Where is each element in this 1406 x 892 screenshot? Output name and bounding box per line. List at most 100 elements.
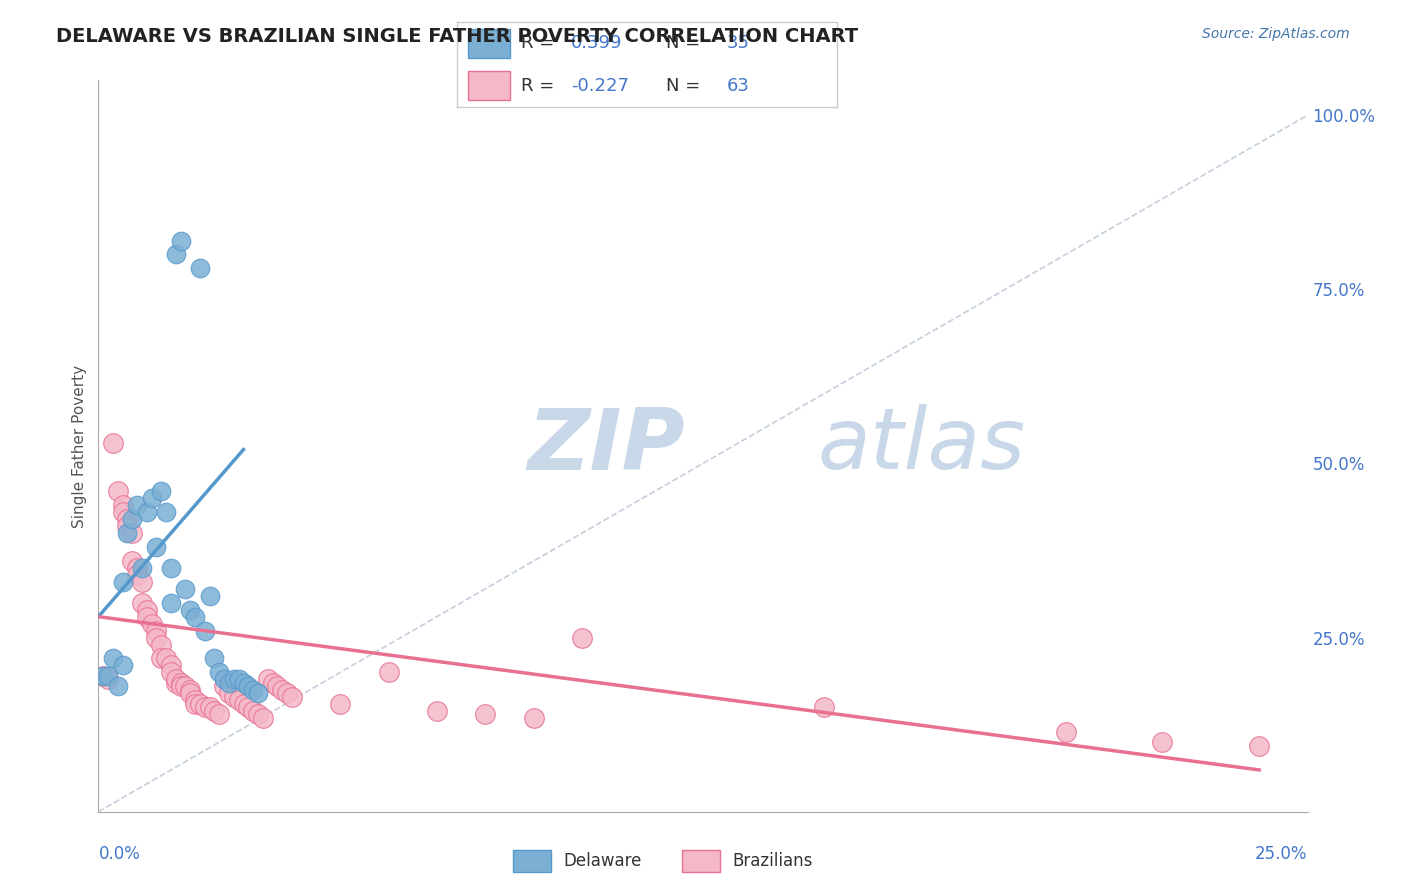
Point xyxy=(247,707,270,722)
Text: -0.227: -0.227 xyxy=(571,77,628,95)
Point xyxy=(228,693,250,707)
Point xyxy=(160,658,183,673)
Point xyxy=(256,673,278,687)
Point xyxy=(194,700,217,714)
Point xyxy=(208,707,231,722)
Point xyxy=(198,700,221,714)
Point xyxy=(131,596,153,610)
Point xyxy=(218,676,240,690)
Point xyxy=(160,596,183,610)
Point xyxy=(165,676,187,690)
Point xyxy=(281,690,304,704)
Point xyxy=(238,679,260,693)
Point xyxy=(204,704,226,718)
Bar xyxy=(513,849,551,872)
Point xyxy=(111,505,134,519)
Point xyxy=(179,603,201,617)
Bar xyxy=(682,849,720,872)
Point xyxy=(232,697,254,711)
Point xyxy=(145,631,167,645)
Point xyxy=(165,673,187,687)
Point xyxy=(329,697,352,711)
Point xyxy=(188,697,211,711)
Point xyxy=(160,665,183,680)
Point xyxy=(97,673,120,687)
Point xyxy=(107,679,129,693)
Text: N =: N = xyxy=(666,77,706,95)
Text: ZIP: ZIP xyxy=(527,404,685,488)
Point xyxy=(101,435,124,450)
Point xyxy=(165,247,187,261)
Text: 0.0%: 0.0% xyxy=(98,845,141,863)
Point xyxy=(252,711,274,725)
Point xyxy=(179,682,201,697)
Point xyxy=(121,526,143,541)
Point xyxy=(571,631,593,645)
Point xyxy=(150,484,173,499)
Point xyxy=(813,700,835,714)
Point xyxy=(141,491,163,506)
Point xyxy=(135,609,157,624)
Point xyxy=(222,673,245,687)
Point xyxy=(1249,739,1271,753)
Text: 25.0%: 25.0% xyxy=(1256,845,1308,863)
Point xyxy=(222,690,245,704)
Point xyxy=(117,526,139,541)
Point xyxy=(121,554,143,568)
Point xyxy=(474,707,496,722)
Point xyxy=(150,638,173,652)
Point xyxy=(127,498,149,512)
Point xyxy=(111,658,134,673)
Point xyxy=(107,484,129,499)
Point xyxy=(204,651,226,665)
Point xyxy=(194,624,217,638)
Text: atlas: atlas xyxy=(818,404,1026,488)
Point xyxy=(111,574,134,589)
Point xyxy=(179,686,201,700)
Point xyxy=(276,686,298,700)
Y-axis label: Single Father Poverty: Single Father Poverty xyxy=(72,365,87,527)
Point xyxy=(232,676,254,690)
Point xyxy=(169,234,191,248)
Point xyxy=(91,669,114,683)
Point xyxy=(145,624,167,638)
Point xyxy=(127,567,149,582)
Point xyxy=(135,603,157,617)
Point xyxy=(169,679,191,693)
Point xyxy=(145,540,167,554)
Point xyxy=(155,505,177,519)
Point xyxy=(266,679,288,693)
Point xyxy=(188,261,211,276)
Point xyxy=(523,711,546,725)
Point xyxy=(135,505,157,519)
Point xyxy=(97,669,120,683)
Point xyxy=(160,561,183,575)
Text: 35: 35 xyxy=(727,35,749,53)
Point xyxy=(228,673,250,687)
Text: R =: R = xyxy=(522,35,561,53)
Point xyxy=(426,704,449,718)
Point xyxy=(247,686,270,700)
Bar xyxy=(468,29,510,58)
Text: DELAWARE VS BRAZILIAN SINGLE FATHER POVERTY CORRELATION CHART: DELAWARE VS BRAZILIAN SINGLE FATHER POVE… xyxy=(56,27,859,45)
Point xyxy=(242,704,264,718)
Point xyxy=(121,512,143,526)
Text: 63: 63 xyxy=(727,77,749,95)
Point xyxy=(242,682,264,697)
Text: Brazilians: Brazilians xyxy=(733,852,813,870)
Point xyxy=(131,561,153,575)
Point xyxy=(377,665,399,680)
Point xyxy=(212,673,235,687)
Text: Source: ZipAtlas.com: Source: ZipAtlas.com xyxy=(1202,27,1350,41)
Point xyxy=(91,669,114,683)
Text: Delaware: Delaware xyxy=(564,852,643,870)
Point xyxy=(184,693,207,707)
Point xyxy=(117,519,139,533)
Text: N =: N = xyxy=(666,35,706,53)
Point xyxy=(111,498,134,512)
Text: R =: R = xyxy=(522,77,561,95)
Point xyxy=(1054,724,1077,739)
Point xyxy=(131,574,153,589)
Point xyxy=(262,676,284,690)
Point xyxy=(208,665,231,680)
